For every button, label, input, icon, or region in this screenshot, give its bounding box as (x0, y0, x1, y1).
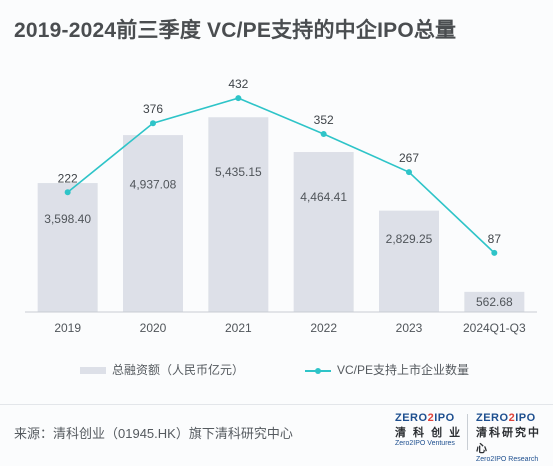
line-point-2020 (150, 120, 156, 127)
bar-value-label: 3,598.40 (44, 212, 91, 226)
bar-value-label: 2,829.25 (386, 232, 433, 246)
line-point-2023 (406, 169, 412, 176)
logo-cn: 清 科 创 业 (395, 427, 463, 439)
zero2ipo-research-logo: ZERO2IPO 清科研究中心 Zero2IPO Research (476, 412, 553, 463)
line-value-label: 352 (314, 113, 334, 127)
bar-value-label: 5,435.15 (215, 165, 262, 179)
bar-2019 (37, 183, 98, 312)
legend-item-bar: 总融资额（人民币亿元） (80, 361, 244, 378)
x-tick-label: 2019 (54, 321, 81, 335)
logo-en: Zero2IPO Ventures (395, 440, 455, 447)
line-value-label: 267 (399, 151, 419, 165)
line-value-label: 222 (58, 171, 78, 185)
x-tick-label: 2020 (140, 321, 167, 335)
line-point-2021 (235, 95, 242, 102)
legend-line-swatch (305, 367, 331, 374)
logo-mark: ZERO2IPO (476, 412, 536, 424)
logo-separator (467, 414, 468, 450)
source-note: 来源：清科创业（01945.HK）旗下清科研究中心 (14, 426, 293, 441)
bar-value-label: 4,464.41 (300, 190, 347, 204)
legend-bar-label: 总融资额（人民币亿元） (112, 363, 245, 377)
line-series (67, 97, 495, 254)
bar-2022 (293, 152, 354, 312)
x-tick-label: 2021 (225, 321, 252, 335)
line-point-2022 (320, 130, 327, 137)
line-point-2024Q1-Q3 (491, 249, 498, 256)
chart-title: 2019-2024前三季度 VC/PE支持的中企IPO总量 (14, 19, 457, 42)
legend-bar-swatch (80, 367, 106, 375)
bar-2020 (123, 135, 183, 312)
line-value-label: 376 (143, 102, 163, 116)
logo-mark: ZERO2IPO (395, 412, 455, 424)
x-tick-label: 2022 (310, 321, 337, 335)
bar-2021 (208, 117, 269, 312)
logo-cn: 清科研究中心 (476, 427, 541, 455)
legend-line-label: VC/PE支持上市企业数量 (337, 363, 470, 377)
line-value-label: 87 (488, 232, 502, 246)
bar-value-label: 4,937.08 (130, 178, 177, 192)
bar-2023 (379, 210, 439, 312)
logo-en: Zero2IPO Research (476, 456, 539, 463)
bar-2024Q1-Q3 (464, 291, 525, 312)
bar-value-label: 562.68 (476, 295, 513, 309)
x-tick-label: 2024Q1-Q3 (463, 321, 526, 335)
zero2ipo-ventures-logo: ZERO2IPO 清 科 创 业 Zero2IPO Ventures (395, 412, 462, 447)
chart-svg: 3,598.40 4,937.08 5,435.15 4,464.41 2,829.25… (25, 77, 537, 335)
line-point-2019 (64, 189, 71, 196)
legend-item-line: VC/PE支持上市企业数量 (305, 361, 469, 378)
footer-divider (0, 404, 553, 405)
line-value-label: 432 (228, 77, 248, 91)
x-tick-label: 2023 (396, 321, 423, 335)
